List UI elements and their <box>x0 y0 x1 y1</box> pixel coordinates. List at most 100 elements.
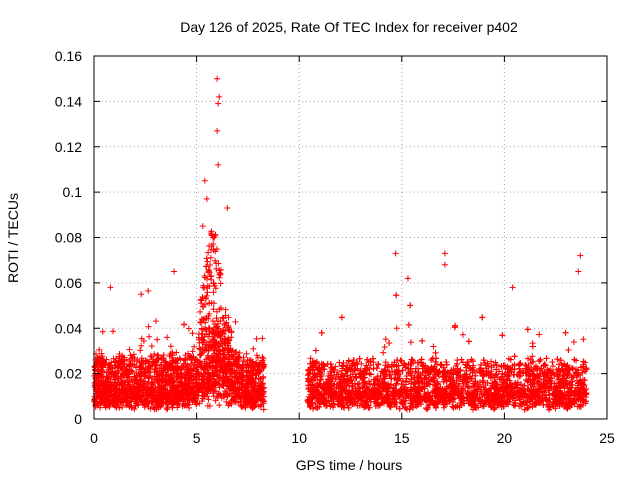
data-point <box>116 404 123 411</box>
data-point <box>230 397 237 404</box>
data-point <box>132 400 139 407</box>
data-point <box>443 361 450 368</box>
data-point <box>227 391 234 398</box>
data-point <box>99 396 106 403</box>
data-point <box>104 390 111 397</box>
data-point <box>113 403 120 410</box>
data-point <box>91 382 98 389</box>
data-point <box>117 387 124 394</box>
data-point <box>190 395 197 402</box>
data-point <box>103 378 110 385</box>
data-point <box>109 365 116 372</box>
data-point <box>164 334 171 341</box>
data-point <box>407 302 414 309</box>
data-point <box>184 397 191 404</box>
data-point <box>96 382 103 389</box>
data-point <box>447 378 454 385</box>
data-point <box>192 357 199 364</box>
data-point <box>536 331 543 338</box>
data-point <box>209 318 216 325</box>
data-point <box>154 336 161 343</box>
data-point <box>182 378 189 385</box>
data-point <box>144 389 151 396</box>
data-point <box>543 355 550 362</box>
data-point <box>250 394 257 401</box>
data-point <box>137 396 144 403</box>
data-point <box>244 393 251 400</box>
data-point <box>395 368 402 375</box>
data-point <box>332 363 339 370</box>
data-point <box>128 362 135 369</box>
data-point <box>152 318 159 325</box>
data-point <box>234 360 241 367</box>
data-point <box>249 366 256 373</box>
data-point <box>392 371 399 378</box>
data-point <box>165 401 172 408</box>
data-point <box>97 404 104 411</box>
data-point <box>157 403 164 410</box>
data-point <box>310 405 317 412</box>
data-point <box>411 379 418 386</box>
data-point <box>546 406 553 413</box>
data-point <box>95 400 102 407</box>
data-point <box>181 366 188 373</box>
data-point <box>146 333 153 340</box>
data-point <box>196 345 203 352</box>
data-point <box>522 365 529 372</box>
data-point <box>402 379 409 386</box>
data-point <box>540 388 547 395</box>
data-point <box>191 343 198 350</box>
data-point <box>479 373 486 380</box>
data-point <box>102 402 109 409</box>
data-point <box>247 395 254 402</box>
data-point <box>164 378 171 385</box>
data-points <box>91 75 590 413</box>
data-point <box>550 363 557 370</box>
data-point <box>544 372 551 379</box>
data-point <box>362 380 369 387</box>
data-point <box>398 358 405 365</box>
data-point <box>542 384 549 391</box>
data-point <box>391 368 398 375</box>
data-point <box>480 377 487 384</box>
data-point <box>145 379 152 386</box>
data-point <box>356 355 363 362</box>
data-point <box>145 287 152 294</box>
data-point <box>110 355 117 362</box>
data-point <box>259 335 266 342</box>
data-point <box>231 367 238 374</box>
data-point <box>205 396 212 403</box>
data-point <box>338 314 345 321</box>
data-point <box>236 354 243 361</box>
data-point <box>217 318 224 325</box>
data-point <box>178 363 185 370</box>
data-point <box>150 358 157 365</box>
data-point <box>166 359 173 366</box>
data-point <box>228 352 235 359</box>
data-point <box>569 365 576 372</box>
data-point <box>148 343 155 350</box>
data-point <box>440 404 447 411</box>
data-point <box>172 357 179 364</box>
data-point <box>169 349 176 356</box>
data-point <box>140 358 147 365</box>
data-point <box>244 362 251 369</box>
data-point <box>201 371 208 378</box>
data-point <box>524 355 531 362</box>
data-point <box>450 379 457 386</box>
data-point <box>558 378 565 385</box>
data-point <box>136 388 143 395</box>
data-point <box>122 394 129 401</box>
data-point <box>148 354 155 361</box>
data-point <box>188 355 195 362</box>
data-point <box>131 355 138 362</box>
data-point <box>240 358 247 365</box>
data-point <box>237 395 244 402</box>
data-point <box>238 394 245 401</box>
data-point <box>135 392 142 399</box>
data-point <box>225 314 232 321</box>
data-point <box>181 402 188 409</box>
data-point <box>150 404 157 411</box>
data-point <box>146 393 153 400</box>
